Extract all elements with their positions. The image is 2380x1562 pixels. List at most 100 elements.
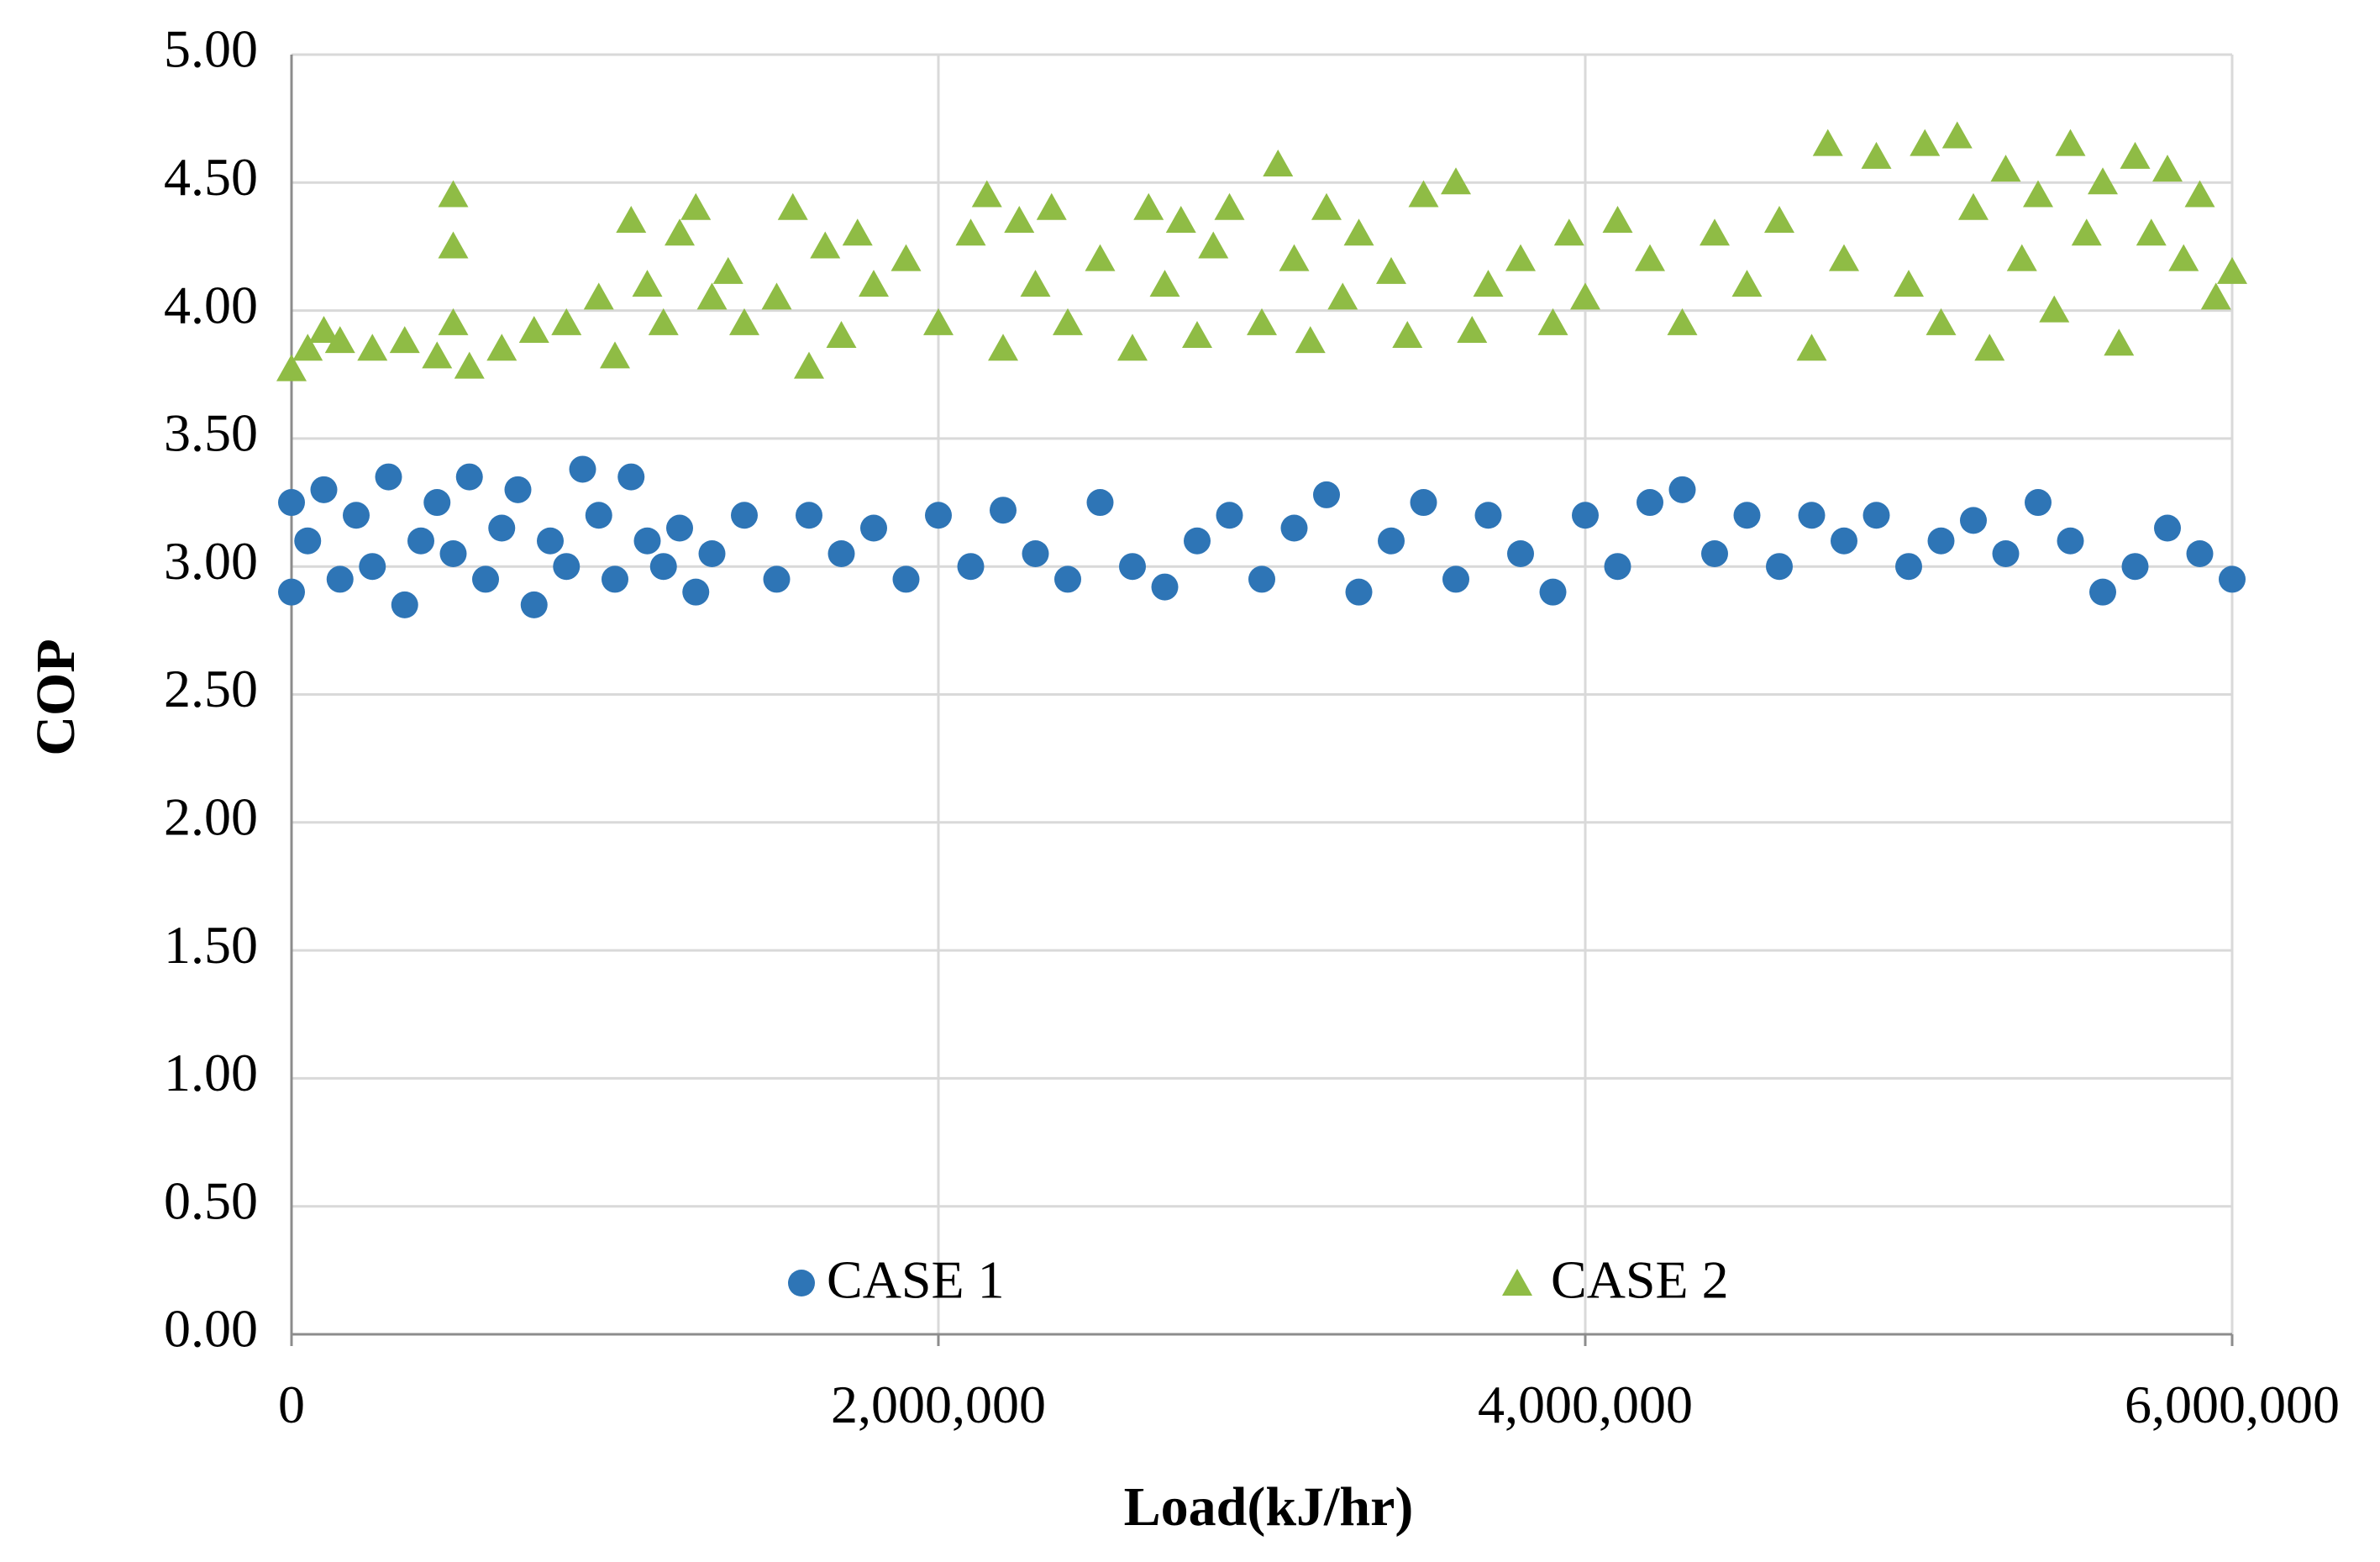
case-1-point bbox=[1862, 502, 1890, 529]
case-1-point bbox=[520, 591, 548, 618]
case-1-point bbox=[990, 497, 1017, 524]
case-1-point bbox=[407, 527, 434, 555]
case-2-point bbox=[1149, 270, 1180, 297]
case-1-point bbox=[1539, 578, 1567, 606]
case-2-point bbox=[2104, 329, 2135, 356]
case-2-point bbox=[438, 231, 469, 259]
case-2-point bbox=[1020, 270, 1051, 297]
y-tick-label: 2.50 bbox=[164, 659, 258, 718]
case-2-point bbox=[583, 282, 614, 310]
case-2-point bbox=[1553, 218, 1584, 246]
case-1-point bbox=[472, 565, 499, 593]
case-1-point bbox=[1572, 502, 1599, 529]
case-2-point bbox=[308, 315, 339, 343]
case-2-point bbox=[438, 308, 469, 335]
case-2-point bbox=[2168, 244, 2199, 271]
case-2-point bbox=[357, 334, 388, 361]
y-tick-label: 5.00 bbox=[164, 19, 258, 79]
case-1-point bbox=[1798, 502, 1826, 529]
case-2-point bbox=[1764, 205, 1794, 233]
case-1-point bbox=[439, 539, 467, 567]
case-2-point bbox=[1667, 308, 1698, 335]
legend-label-case-1: CASE 1 bbox=[827, 1250, 1005, 1310]
case-2-point bbox=[859, 270, 889, 297]
case-2-point bbox=[1861, 141, 1892, 169]
case-1-point bbox=[2025, 489, 2052, 517]
x-tick-label: 0 bbox=[278, 1375, 305, 1434]
case-1-point bbox=[343, 502, 370, 529]
case-2-point bbox=[1990, 155, 2021, 182]
case-2-point bbox=[2006, 244, 2037, 271]
x-tick-label: 6,000,000 bbox=[2125, 1375, 2340, 1434]
case-2-point bbox=[1731, 270, 1763, 297]
case-2-point bbox=[276, 354, 307, 381]
case-2-point bbox=[1441, 167, 1471, 195]
y-tick-label: 2.00 bbox=[164, 786, 258, 846]
case-1-point bbox=[1184, 527, 1211, 555]
case-2-point bbox=[1053, 308, 1083, 335]
case-2-point bbox=[1327, 282, 1358, 310]
case-1-point bbox=[698, 539, 726, 567]
case-2-point bbox=[891, 244, 922, 271]
case-1-point bbox=[649, 553, 677, 581]
case-2-point bbox=[1796, 334, 1827, 361]
case-2-point bbox=[486, 334, 518, 361]
case-1-point bbox=[957, 553, 985, 581]
case-1-point bbox=[796, 502, 822, 529]
case-2-point bbox=[955, 218, 986, 246]
case-1-point bbox=[1313, 481, 1340, 508]
case-1-point bbox=[326, 565, 354, 593]
case-2-point bbox=[2217, 256, 2247, 284]
legend: CASE 1 CASE 2 bbox=[788, 1250, 1729, 1310]
case-2-point bbox=[1392, 321, 1423, 349]
y-tick-label: 3.00 bbox=[164, 531, 258, 591]
case-2-point bbox=[1295, 326, 1326, 354]
case-2-point bbox=[2136, 218, 2167, 246]
legend-marker-case-1 bbox=[788, 1270, 815, 1296]
case-2-point bbox=[2152, 155, 2183, 182]
case-1-point bbox=[585, 502, 612, 529]
case-2-point bbox=[1570, 282, 1600, 310]
case-1-point bbox=[1151, 573, 1179, 601]
case-1-point bbox=[1637, 489, 1663, 517]
case-2-point bbox=[1376, 256, 1406, 284]
case-2-point bbox=[761, 282, 792, 310]
case-2-point bbox=[2039, 295, 2070, 323]
case-2-point bbox=[1133, 192, 1164, 220]
case-2-point bbox=[1198, 231, 1229, 259]
case-1-point bbox=[1668, 476, 1696, 503]
case-1-point bbox=[1086, 489, 1114, 517]
case-2-point bbox=[1004, 205, 1035, 233]
case-1-point bbox=[1474, 502, 1502, 529]
case-2-point bbox=[616, 205, 647, 233]
case-2-point bbox=[842, 218, 873, 246]
case-2-point bbox=[1036, 192, 1067, 220]
case-2-point bbox=[1247, 308, 1277, 335]
case-1-point bbox=[1119, 553, 1146, 581]
case-1-point bbox=[553, 553, 581, 581]
case-2-point bbox=[971, 180, 1002, 208]
y-tick-label: 4.50 bbox=[164, 147, 258, 207]
case-1-point bbox=[278, 578, 305, 606]
case-2-point bbox=[1894, 270, 1924, 297]
case-2-point bbox=[1505, 244, 1536, 271]
axes bbox=[290, 55, 2234, 1346]
case-2-point bbox=[988, 334, 1018, 361]
case-1-point bbox=[1701, 539, 1728, 567]
case-2-point bbox=[648, 308, 679, 335]
case-2-point bbox=[2023, 180, 2053, 208]
case-1-point bbox=[423, 489, 451, 517]
series-case-1 bbox=[278, 455, 2246, 618]
case-2-point bbox=[2120, 141, 2151, 169]
case-2-point bbox=[551, 308, 582, 335]
case-1-point bbox=[925, 502, 952, 529]
legend-label-case-2: CASE 2 bbox=[1551, 1250, 1729, 1310]
case-1-point bbox=[375, 463, 402, 491]
case-1-point bbox=[827, 539, 855, 567]
case-2-point bbox=[923, 308, 954, 335]
x-tick-label: 2,000,000 bbox=[831, 1375, 1046, 1434]
case-2-point bbox=[1214, 192, 1245, 220]
case-2-point bbox=[1926, 308, 1957, 335]
case-1-point bbox=[1604, 553, 1631, 581]
case-2-point bbox=[1602, 205, 1633, 233]
